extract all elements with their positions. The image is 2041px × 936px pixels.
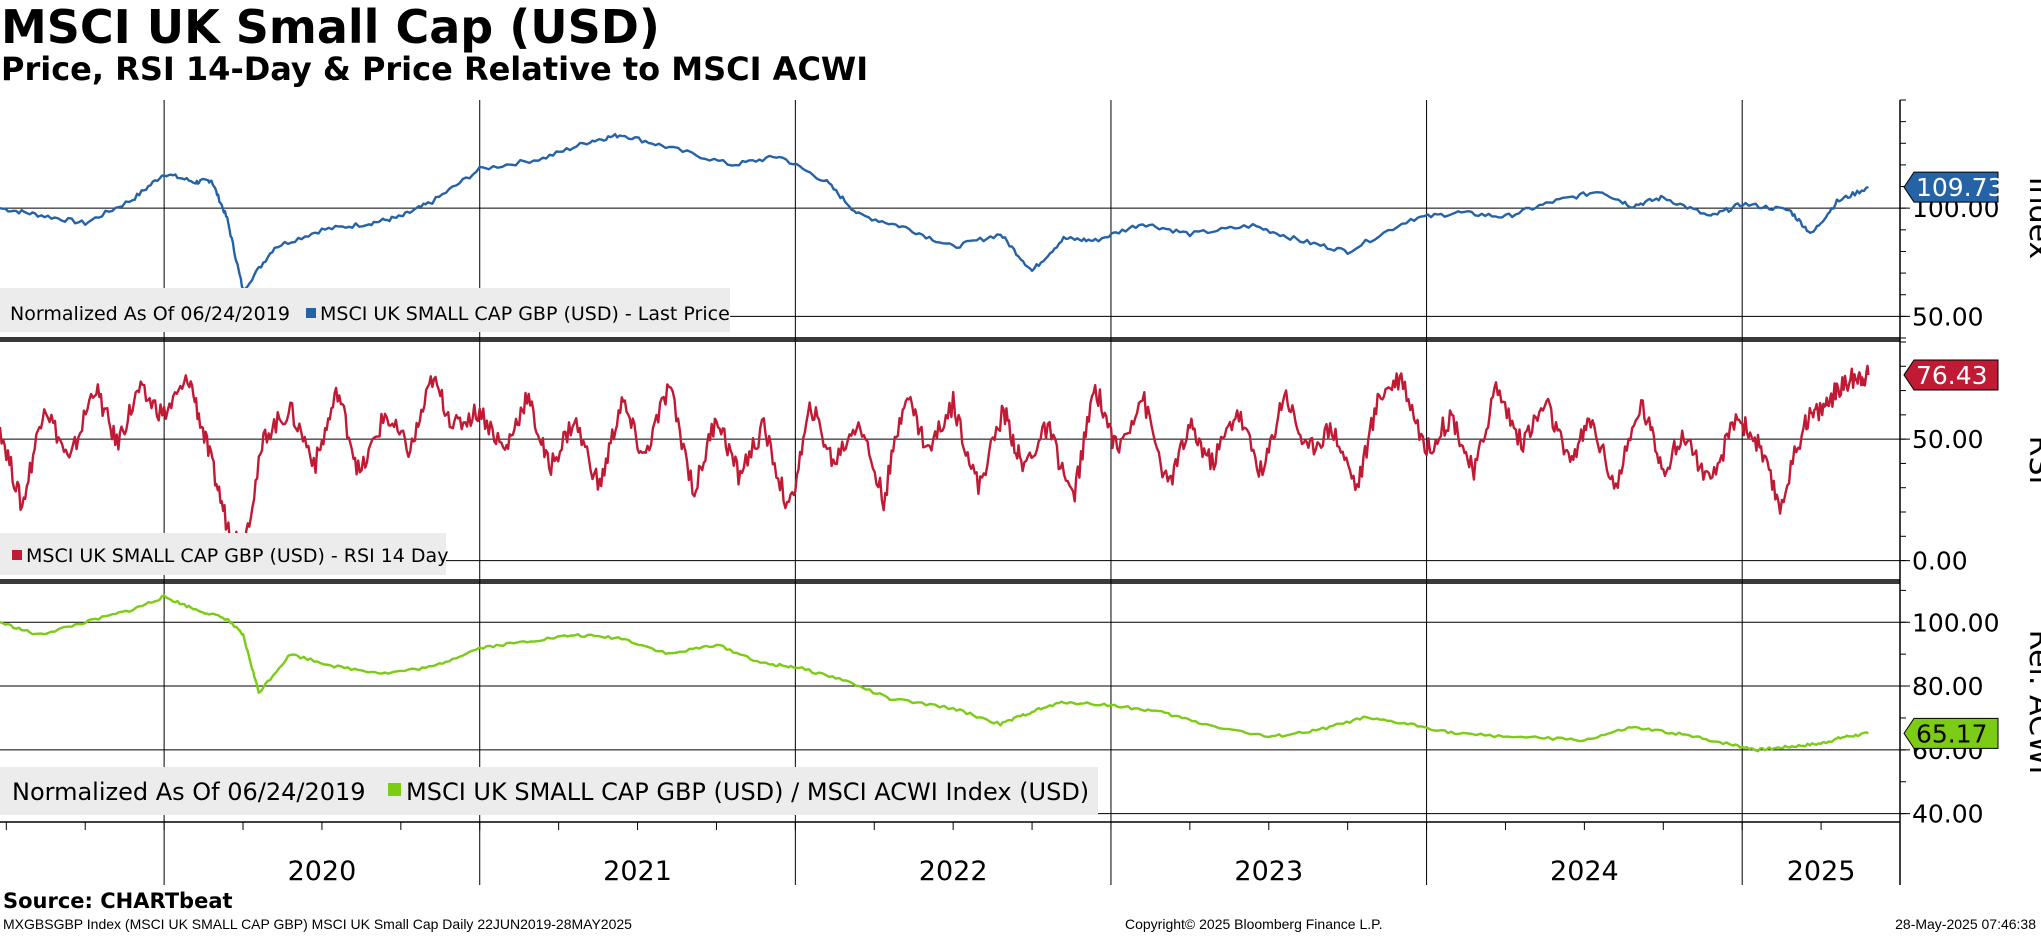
- legend-label: MSCI UK SMALL CAP GBP (USD) - Last Price: [320, 303, 730, 325]
- last-value-label: 65.17: [1916, 719, 1988, 748]
- series-lines: [0, 132, 1870, 753]
- last-value-tag: [1903, 171, 1999, 203]
- last-value-label: 109.73: [1916, 173, 2003, 202]
- legend-label: MSCI UK SMALL CAP GBP (USD) / MSCI ACWI …: [406, 778, 1089, 806]
- ticker-info: MXGBSGBP Index (MSCI UK SMALL CAP GBP) M…: [3, 916, 632, 932]
- legend-box: [0, 767, 1098, 815]
- axis-label: RSI: [2022, 436, 2041, 485]
- axis-label: Index: [2022, 177, 2041, 260]
- series-line-rsi: [0, 364, 1870, 560]
- legend-prefix: Normalized As Of 06/24/2019: [12, 778, 366, 806]
- x-tick-label: 2022: [919, 856, 988, 887]
- x-axis: 2019202020212022202320242025: [5, 822, 1901, 887]
- last-value-tag: [1903, 359, 1999, 391]
- legend-swatch: [388, 783, 401, 796]
- legend-label: MSCI UK SMALL CAP GBP (USD) - RSI 14 Day: [26, 545, 448, 567]
- x-tick-label: 2020: [288, 856, 357, 887]
- chart-subtitle: Price, RSI 14-Day & Price Relative to MS…: [1, 50, 869, 88]
- legend-box: [0, 533, 446, 575]
- copyright: Copyright© 2025 Bloomberg Finance L.P.: [1125, 916, 1383, 932]
- y-tick-label: 80.00: [1912, 672, 1984, 701]
- y-tick-label: 100.00: [1912, 608, 1999, 637]
- x-tick-label: 2021: [603, 856, 672, 887]
- x-tick-label: 2023: [1234, 856, 1303, 887]
- y-tick-label: 50.00: [1912, 425, 1984, 454]
- last-value-label: 76.43: [1916, 361, 1988, 390]
- y-tick-label: 50.00: [1912, 302, 1984, 331]
- y-tick-label: 40.00: [1912, 800, 1984, 829]
- panel-separator: [0, 337, 1900, 342]
- legends: Normalized As Of 06/24/2019 MSCI UK SMALL…: [0, 288, 1098, 815]
- y-tick-label: 0.00: [1912, 547, 1968, 576]
- legend-swatch: [12, 550, 22, 560]
- legend-prefix: Normalized As Of 06/24/2019: [10, 303, 290, 325]
- timestamp: 28-May-2025 07:46:38: [1895, 916, 2036, 932]
- axis-label: Rel. ACWI: [2022, 630, 2041, 775]
- panel-frames: [0, 100, 1901, 885]
- x-tick-label: 2024: [1550, 856, 1619, 887]
- series-line-relative: [0, 594, 1869, 753]
- legend-box: [0, 288, 730, 332]
- series-line-price: [0, 132, 1869, 291]
- panel-separator: [0, 579, 1900, 584]
- legend-swatch: [306, 308, 316, 318]
- last-value-tag: [1903, 717, 1999, 749]
- chart-title: MSCI UK Small Cap (USD): [1, 0, 660, 54]
- x-tick-label: 2025: [1787, 856, 1856, 887]
- source-label: Source: CHARTbeat: [3, 889, 233, 913]
